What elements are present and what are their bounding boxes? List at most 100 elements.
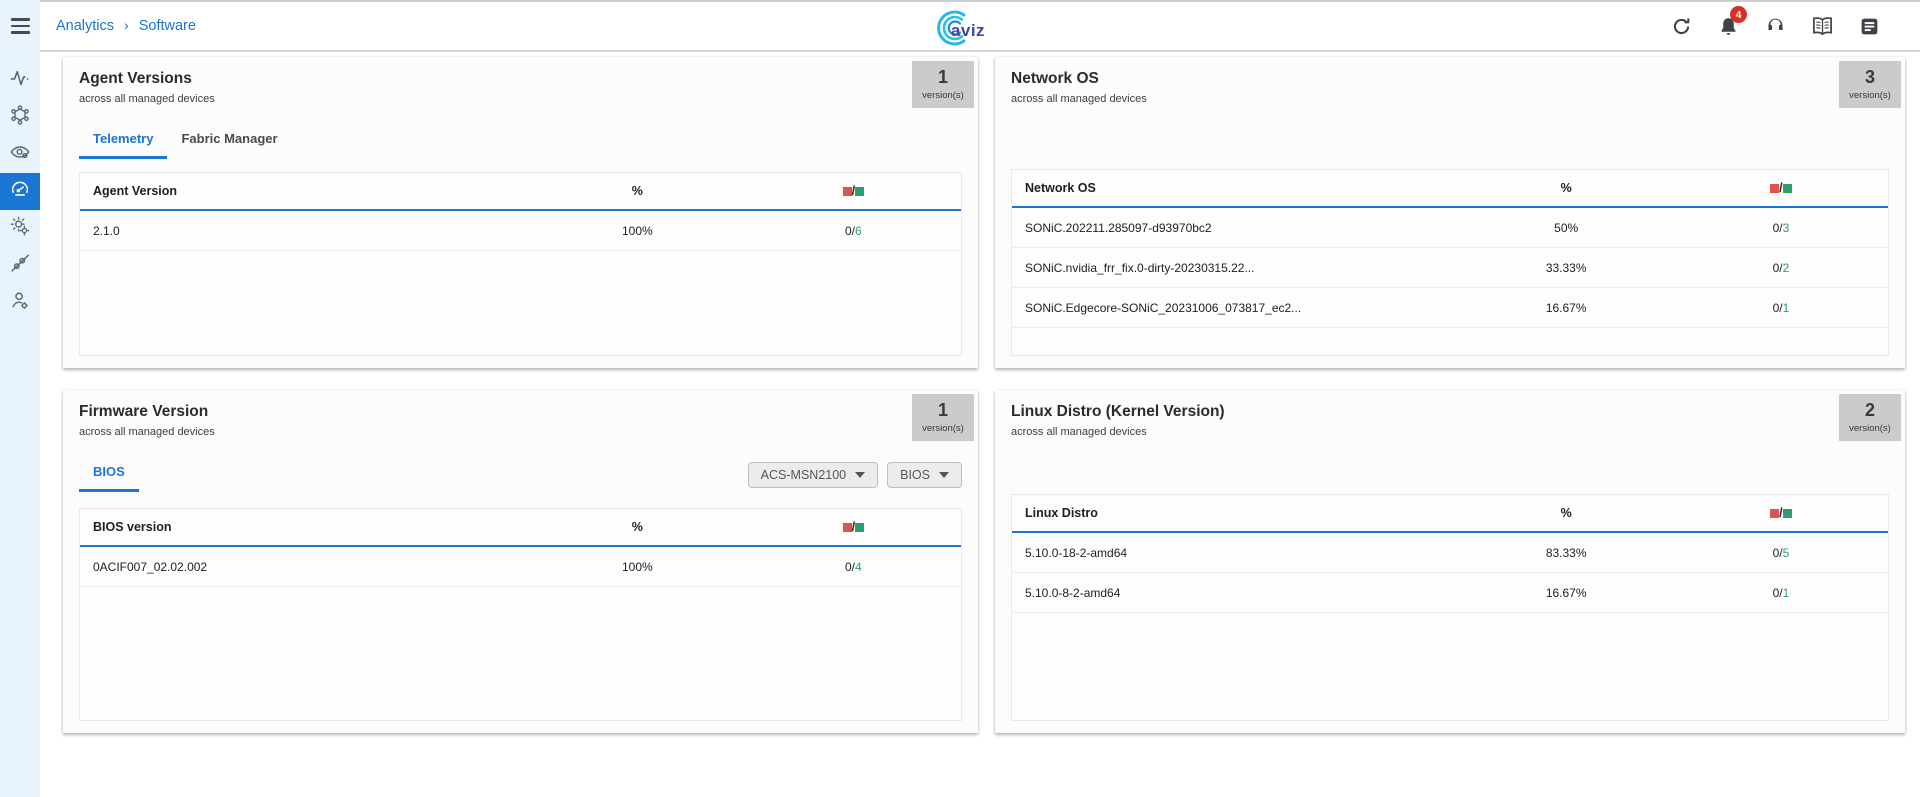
docs-button[interactable] <box>1809 13 1835 39</box>
red-square-icon <box>842 523 852 532</box>
cell-version: 0ACIF007_02.02.002 <box>93 559 208 574</box>
breadcrumb-link-software[interactable]: Software <box>138 18 196 34</box>
red-square-icon <box>842 187 852 196</box>
cell-percent: 33.33% <box>1545 260 1587 275</box>
agent-tabs: Telemetry Fabric Manager <box>79 125 962 159</box>
agent-versions-card: Agent Versions across all managed device… <box>63 57 978 368</box>
sidebar-item-user-admin[interactable] <box>0 284 40 321</box>
badge-label: version(s) <box>922 90 964 101</box>
cell-percent: 16.67% <box>1545 300 1587 315</box>
sidebar-item-health[interactable] <box>0 62 40 99</box>
topology-icon <box>9 104 31 131</box>
col-percent: % <box>631 184 643 198</box>
col-percent: % <box>1560 181 1572 195</box>
col-network-os: Network OS <box>1025 181 1096 195</box>
badge-count: 1 <box>937 400 948 420</box>
cell-percent: 100% <box>621 559 653 574</box>
tab-bios[interactable]: BIOS <box>79 458 139 492</box>
red-square-icon <box>1770 509 1780 518</box>
sidebar-item-observability[interactable] <box>0 136 40 173</box>
col-ratio: / <box>1678 506 1884 520</box>
badge-label: version(s) <box>1849 423 1891 434</box>
table-header: Linux Distro % / <box>1012 495 1888 533</box>
breadcrumb-separator-icon: › <box>124 17 129 33</box>
user-settings-icon <box>9 289 31 316</box>
feed-button[interactable] <box>1856 13 1882 39</box>
cell-version: SONiC.Edgecore-SONiC_20231006_073817_ec2… <box>1025 300 1302 315</box>
badge-label: version(s) <box>1849 90 1891 101</box>
firmware-type-select[interactable]: BIOS <box>887 462 962 488</box>
col-ratio: / <box>750 520 957 534</box>
book-icon <box>1811 16 1834 37</box>
sidebar-item-orchestration[interactable] <box>0 210 40 247</box>
col-ratio: / <box>750 184 957 198</box>
cell-ratio: 0/2 <box>1772 260 1790 275</box>
logo-swirl-icon <box>935 7 977 54</box>
network-os-card: Network OS across all managed devices 3 … <box>995 57 1905 368</box>
card-title: Network OS <box>1011 70 1099 87</box>
menu-toggle-button[interactable] <box>0 0 40 52</box>
cell-percent: 83.33% <box>1545 545 1587 560</box>
badge-count: 1 <box>937 67 948 87</box>
sidebar-item-topology[interactable] <box>0 99 40 136</box>
card-title: Firmware Version <box>79 403 209 420</box>
refresh-icon <box>1671 16 1692 37</box>
cell-ratio: 0/1 <box>1772 300 1790 315</box>
badge-count: 2 <box>1864 400 1875 420</box>
observe-eye-icon <box>9 141 31 168</box>
version-count-badge: 1 version(s) <box>912 61 974 108</box>
sidebar-item-integrations[interactable] <box>0 247 40 284</box>
table-row: SONiC.Edgecore-SONiC_20231006_073817_ec2… <box>1012 288 1888 328</box>
feed-icon <box>1859 16 1880 37</box>
headset-icon <box>1765 16 1786 37</box>
card-subtitle: across all managed devices <box>1011 93 1147 105</box>
cell-percent: 100% <box>621 223 653 238</box>
card-subtitle: across all managed devices <box>79 426 215 438</box>
chevron-down-icon <box>855 472 866 478</box>
connector-icon <box>9 252 31 279</box>
table-row: 5.10.0-8-2-amd64 16.67% 0/1 <box>1012 573 1888 613</box>
logo-text: aviz <box>950 20 986 40</box>
refresh-button[interactable] <box>1668 13 1694 39</box>
sidebar-item-analytics[interactable] <box>0 173 40 210</box>
green-square-icon <box>1782 509 1792 518</box>
red-square-icon <box>1770 184 1780 193</box>
col-linux-distro: Linux Distro <box>1025 506 1098 520</box>
table-row: 2.1.0 100% 0/6 <box>80 211 961 251</box>
pulse-icon <box>9 67 31 94</box>
sidebar <box>0 0 40 797</box>
cell-percent: 50% <box>1554 220 1579 235</box>
tab-fabric-manager[interactable]: Fabric Manager <box>181 131 278 146</box>
table-header: Agent Version % / <box>80 173 961 211</box>
tab-telemetry[interactable]: Telemetry <box>79 125 168 159</box>
table-header: Network OS % / <box>1012 170 1888 208</box>
col-bios-version: BIOS version <box>93 520 172 534</box>
col-agent-version: Agent Version <box>93 184 178 198</box>
cell-ratio: 0/4 <box>844 559 862 574</box>
bios-version-table: BIOS version % / 0ACIF007_02.02.002 100%… <box>79 508 962 721</box>
cell-ratio: 0/1 <box>1772 585 1790 600</box>
version-count-badge: 2 version(s) <box>1839 394 1901 441</box>
breadcrumb-link-analytics[interactable]: Analytics <box>56 18 115 34</box>
chevron-down-icon <box>939 472 949 478</box>
cell-version: SONiC.nvidia_frr_fix.0-dirty-20230315.22… <box>1025 260 1255 275</box>
gauge-icon <box>9 178 31 205</box>
notifications-button[interactable]: 4 <box>1715 6 1747 39</box>
cell-ratio: 0/6 <box>844 223 862 238</box>
cell-version: 5.10.0-8-2-amd64 <box>1025 585 1121 600</box>
cell-ratio: 0/3 <box>1772 220 1790 235</box>
device-model-select[interactable]: ACS-MSN2100 <box>747 462 879 488</box>
support-button[interactable] <box>1762 13 1788 39</box>
badge-label: version(s) <box>922 423 964 434</box>
table-row: SONiC.202211.285097-d93970bc2 50% 0/3 <box>1012 208 1888 248</box>
aviz-logo[interactable]: aviz <box>935 7 985 54</box>
green-square-icon <box>855 187 865 196</box>
table-header: BIOS version % / <box>80 509 961 547</box>
green-square-icon <box>1782 184 1792 193</box>
agent-version-table: Agent Version % / 2.1.0 100% 0/6 <box>79 172 962 356</box>
card-title: Linux Distro (Kernel Version) <box>1011 403 1225 420</box>
firmware-filter-row: BIOS ACS-MSN2100 BIOS <box>79 458 962 492</box>
main-content: Agent Versions across all managed device… <box>40 54 1920 797</box>
version-count-badge: 3 version(s) <box>1839 61 1901 108</box>
table-row: 5.10.0-18-2-amd64 83.33% 0/5 <box>1012 533 1888 573</box>
